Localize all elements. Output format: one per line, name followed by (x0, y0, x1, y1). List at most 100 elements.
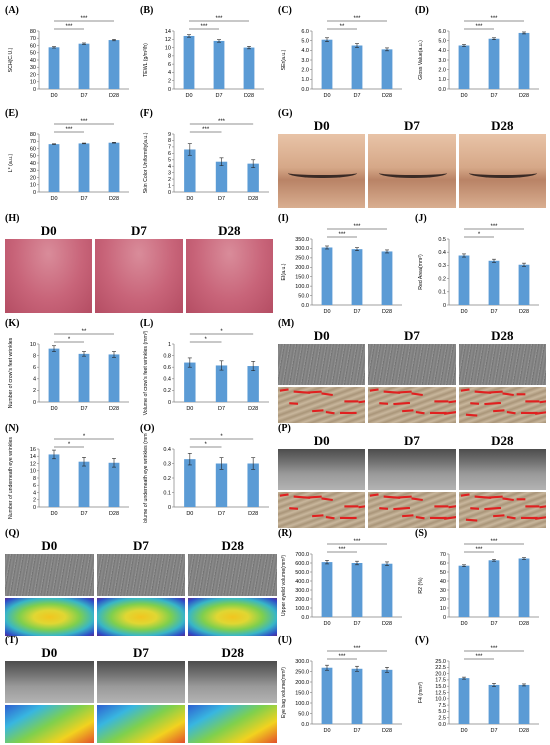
y-tick-label: 4 (168, 164, 171, 170)
y-tick-label: 40 (30, 161, 36, 167)
y-axis-label: EI(a.u.) (281, 263, 287, 280)
y-tick-label: 0.2 (163, 476, 171, 482)
y-tick-label: 200.0 (295, 680, 309, 686)
y-axis-label: Gloss Value(a.u.) (418, 40, 424, 80)
error-bar (187, 453, 192, 466)
x-tick-label: D0 (323, 309, 330, 315)
bar (78, 43, 90, 89)
y-tick-label: 12.5 (435, 690, 446, 696)
bar (518, 264, 530, 305)
x-tick-label: D0 (186, 406, 193, 412)
photo-grayeye (368, 449, 456, 491)
photo-eye (278, 134, 366, 208)
photo-lash (5, 239, 93, 313)
y-tick-label: 300.0 (295, 246, 309, 252)
panel-label-s: (S) (415, 528, 428, 539)
x-tick-label: D0 (186, 196, 193, 202)
y-axis-label: SCH(C.U.) (8, 47, 14, 72)
x-tick-label: D0 (323, 93, 330, 99)
error-bar (219, 157, 224, 166)
significance-label: *** (353, 224, 361, 230)
y-tick-label: 300.0 (295, 588, 309, 594)
y-tick-label: 5.0 (438, 38, 446, 44)
significance-label: *** (218, 119, 226, 125)
chart-c: SEr(a.u.)0.01.02.03.04.05.06.0D0 D7 D28***… (281, 16, 402, 99)
error-bar (219, 457, 224, 470)
chart-o: Volume of underneath eye wrinkles (mm³) 0… (143, 433, 269, 523)
y-tick-label: 6 (33, 483, 36, 489)
y-tick-label: 2 (168, 79, 171, 85)
error-bar (325, 664, 329, 671)
y-tick-label: 2.5 (438, 716, 446, 722)
bar (247, 366, 259, 402)
bar (215, 161, 228, 192)
bar (108, 40, 120, 89)
significance-label: *** (65, 127, 73, 133)
bar (243, 47, 255, 89)
y-tick-label: 25.0 (435, 659, 446, 665)
y-tick-label: 100.0 (295, 606, 309, 612)
significance-label: * (478, 232, 481, 238)
y-tick-label: 5.0 (438, 709, 446, 715)
error-bar (522, 262, 526, 267)
x-tick-label: D0 (50, 196, 57, 202)
bar (488, 38, 500, 89)
significance-label: *** (475, 654, 483, 660)
x-tick-label: D28 (244, 93, 254, 99)
bar (184, 362, 196, 402)
y-axis-label: Skin Color Uniformity(a.u.) (143, 132, 149, 193)
bar (458, 678, 470, 724)
error-bar (522, 557, 526, 560)
y-tick-label: 50 (30, 154, 36, 160)
y-tick-label: 4.0 (438, 48, 446, 54)
error-bar (492, 37, 496, 41)
error-bar (385, 561, 389, 566)
y-tick-label: 0 (33, 87, 36, 93)
bar (48, 47, 60, 89)
y-tick-label: 200.0 (295, 597, 309, 603)
analysis-map-redmap (278, 492, 366, 528)
significance-label: *** (215, 16, 223, 22)
y-tick-label: 7 (168, 145, 171, 151)
panel-label-i: (I) (278, 213, 289, 224)
x-tick-label: D7 (215, 93, 222, 99)
error-bar (462, 564, 466, 567)
y-tick-label: 60 (30, 43, 36, 49)
y-tick-label: 0.1 (163, 490, 171, 496)
y-tick-label: 22.5 (435, 665, 446, 671)
error-bar (355, 43, 359, 48)
y-tick-label: 250.0 (295, 256, 309, 262)
error-bar (355, 665, 359, 672)
panel-label-j: (J) (415, 213, 427, 224)
wrinkle-overlay (370, 388, 456, 416)
y-tick-label: 0.4 (438, 250, 446, 256)
photo-gray (278, 344, 366, 386)
y-tick-label: 14 (165, 29, 171, 35)
chart-d: Gloss Value(a.u.) 0.0 1.0 2.0 3.0 4.0 5.0 6.0 D0… (418, 16, 539, 99)
y-tick-label: 0.1 (438, 290, 446, 296)
panel-label-r: (R) (278, 528, 292, 539)
panel-label-p: (P) (278, 423, 291, 434)
significance-label: * (83, 434, 86, 440)
y-tick-label: 5 (168, 158, 171, 164)
photo-title: D0 (313, 118, 330, 133)
panel-label-u: (U) (278, 635, 292, 646)
panel-label-o: (O) (140, 423, 155, 434)
y-tick-label: 0.0 (438, 722, 446, 728)
photo-title: D28 (218, 223, 241, 238)
error-bar (112, 351, 116, 358)
wrinkle-overlay (279, 388, 366, 415)
y-tick-label: 10.0 (435, 697, 446, 703)
significance-label: ** (340, 24, 345, 30)
y-tick-label: 4.0 (301, 48, 309, 54)
y-tick-label: 1.0 (438, 77, 446, 83)
y-tick-label: 50.0 (298, 711, 309, 717)
analysis-map-redmap (458, 492, 546, 528)
error-bar (247, 46, 251, 50)
y-tick-label: 1 (168, 342, 171, 348)
significance-label: *** (490, 224, 498, 230)
significance-label: *** (202, 127, 210, 133)
x-tick-label: D7 (218, 406, 225, 412)
